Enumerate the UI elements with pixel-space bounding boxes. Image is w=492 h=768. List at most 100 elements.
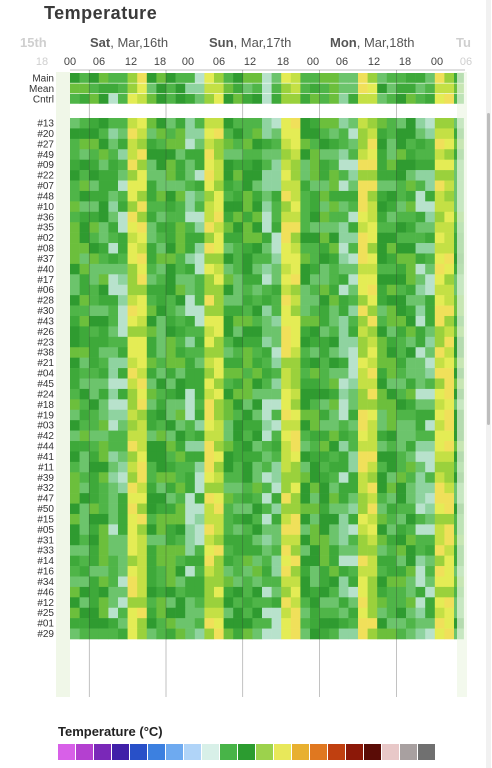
heatmap-cell — [358, 326, 368, 338]
heatmap-cell — [118, 513, 128, 525]
row-label: #28 — [37, 296, 54, 307]
heatmap-cell — [262, 388, 272, 400]
heatmap-cell — [358, 222, 368, 233]
heatmap-cell — [127, 326, 138, 338]
heatmap-cell — [223, 597, 234, 609]
heatmap-cell — [98, 378, 109, 390]
heatmap-cell — [175, 222, 186, 233]
heatmap-cell — [262, 420, 272, 431]
heatmap-cell — [415, 253, 426, 265]
heatmap-cell — [300, 336, 311, 348]
heatmap-cell — [223, 190, 234, 202]
heatmap-cell — [137, 628, 148, 640]
heatmap-cell — [108, 128, 119, 140]
heatmap-cell — [367, 378, 378, 390]
heatmap-cell — [377, 263, 388, 275]
heatmap-cell — [338, 118, 349, 129]
heatmap-cell — [98, 305, 109, 317]
heatmap-cell — [348, 461, 359, 473]
heatmap-cell — [166, 263, 176, 275]
heatmap-cell — [194, 524, 205, 536]
heatmap-cell — [434, 430, 445, 442]
heatmap-cell — [146, 378, 157, 390]
heatmap-cell — [79, 263, 90, 275]
heatmap-cell — [204, 201, 215, 213]
heatmap-cell — [185, 315, 196, 327]
heatmap-cell — [367, 305, 378, 317]
heatmap-cell — [108, 149, 119, 160]
heatmap-cell — [329, 274, 340, 286]
heatmap-cell — [281, 180, 292, 192]
heatmap-cell — [406, 409, 416, 421]
heatmap-cell — [166, 201, 176, 213]
heatmap-cell — [156, 566, 167, 577]
heatmap-cell — [166, 378, 176, 390]
heatmap-cell — [156, 524, 167, 536]
heatmap-cell — [242, 378, 253, 390]
heatmap-cell — [444, 607, 455, 619]
heatmap-cell — [175, 211, 186, 223]
heatmap-cell — [444, 138, 455, 150]
heatmap-cell — [146, 503, 157, 515]
heatmap-cell — [310, 576, 320, 588]
heatmap-cell — [290, 420, 301, 431]
heatmap-cell — [310, 222, 320, 233]
heatmap-cell — [98, 149, 109, 160]
heatmap-cell — [310, 232, 320, 244]
heatmap-cell — [89, 566, 100, 577]
heatmap-cell — [281, 305, 292, 317]
heatmap-cell — [214, 138, 224, 150]
heatmap-cell — [166, 274, 176, 286]
heatmap-cell — [406, 73, 416, 83]
heatmap-cell — [262, 253, 272, 265]
heatmap-cell — [338, 138, 349, 150]
heatmap-cell — [175, 482, 186, 494]
heatmap-cell — [242, 534, 253, 546]
heatmap-cell — [262, 451, 272, 463]
heatmap-cell — [252, 243, 263, 254]
heatmap-cell — [204, 493, 215, 504]
heatmap-cell — [358, 315, 368, 327]
heatmap-cell — [290, 284, 301, 296]
scrollbar-thumb[interactable] — [487, 113, 490, 425]
heatmap-cell — [79, 295, 90, 306]
heatmap-cell — [223, 420, 234, 431]
heatmap-cell — [204, 586, 215, 598]
heatmap-cell — [252, 513, 263, 525]
heatmap-cell — [281, 586, 292, 598]
heatmap-cell — [358, 441, 368, 452]
heatmap-cell — [310, 472, 320, 483]
heatmap-cell — [214, 368, 224, 379]
heatmap-cell — [329, 159, 340, 171]
heatmap-cell — [185, 211, 196, 223]
heatmap-cell — [146, 628, 157, 640]
heatmap-cell — [156, 368, 167, 379]
heatmap-cell — [262, 232, 272, 244]
heatmap-cell — [338, 545, 349, 556]
heatmap-cell — [358, 409, 368, 421]
heatmap-cell — [271, 326, 282, 338]
heatmap-cell — [166, 73, 176, 83]
heatmap-cell — [127, 118, 138, 129]
heatmap-cell — [156, 159, 167, 171]
heatmap-cell — [156, 295, 167, 306]
heatmap-cell — [194, 566, 205, 577]
heatmap-cell — [310, 73, 320, 83]
heatmap-cell — [415, 441, 426, 452]
heatmap-cell — [386, 93, 397, 104]
heatmap-cell — [271, 586, 282, 598]
heatmap-cell — [252, 451, 263, 463]
heatmap-cell — [233, 524, 244, 536]
heatmap-cell — [425, 441, 436, 452]
heatmap-cell — [262, 357, 272, 369]
heatmap-cell — [425, 274, 436, 286]
heatmap-cell — [310, 93, 320, 104]
heatmap-cell — [70, 368, 80, 379]
heatmap-cell — [79, 472, 90, 483]
heatmap-cell — [386, 118, 397, 129]
heatmap-cell — [146, 274, 157, 286]
heatmap-cell — [358, 336, 368, 348]
heatmap-cell — [271, 190, 282, 202]
heatmap-cell — [434, 597, 445, 609]
heatmap-cell — [281, 211, 292, 223]
